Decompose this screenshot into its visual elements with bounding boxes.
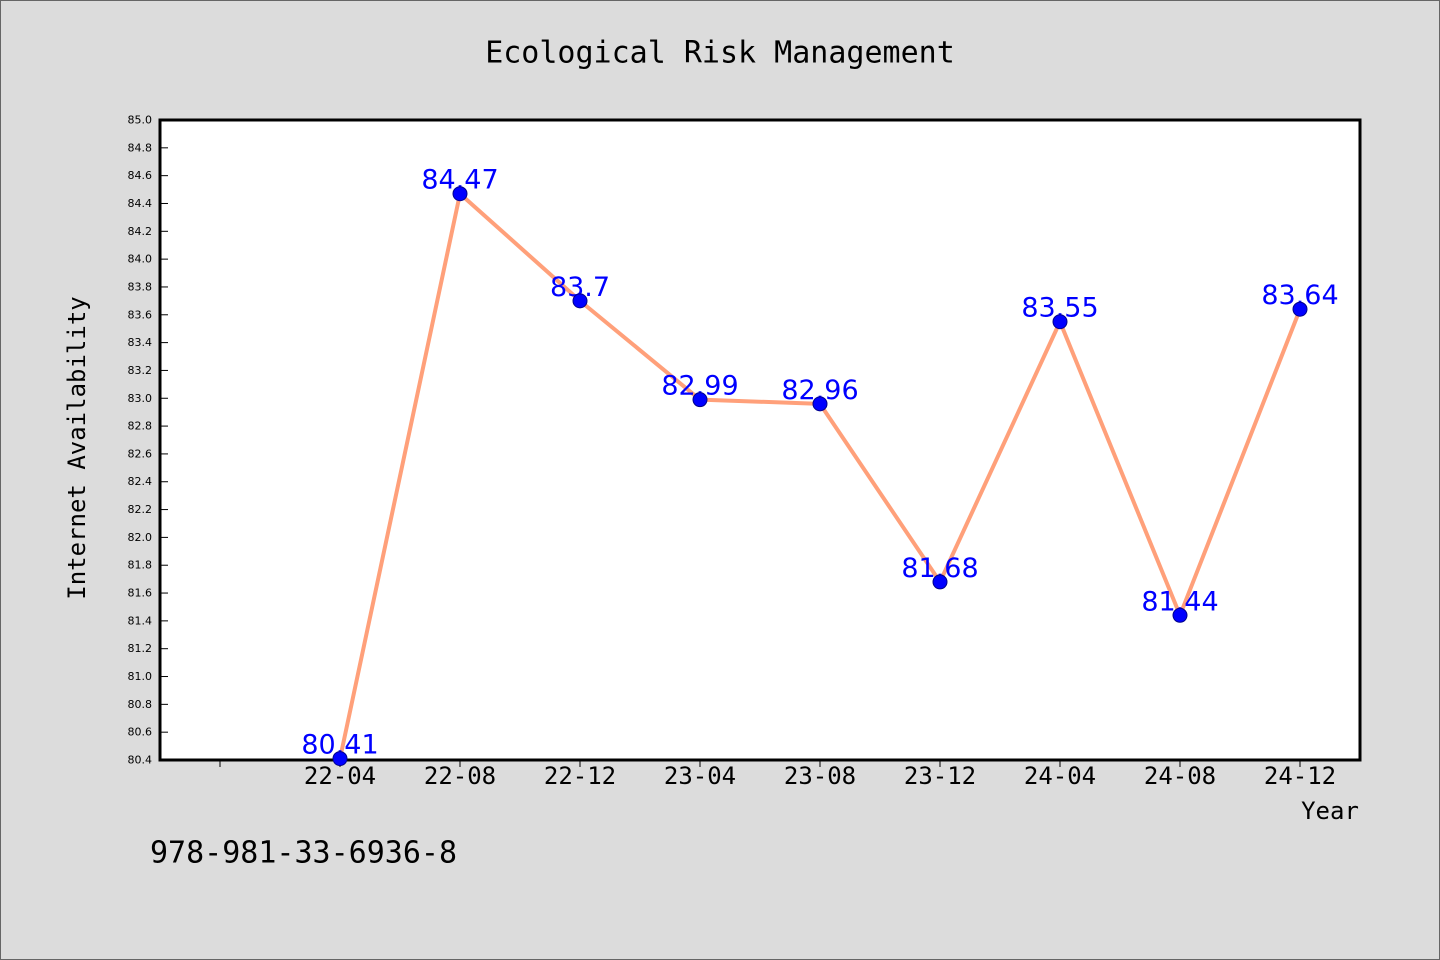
y-tick-label: 82.6 (128, 447, 153, 460)
y-tick-label: 80.6 (128, 726, 153, 739)
data-point-marker (452, 186, 468, 202)
x-tick-label: 23-08 (784, 762, 856, 790)
y-tick-label: 85.0 (128, 114, 153, 127)
data-point-marker (692, 392, 708, 408)
x-tick-label: 23-04 (664, 762, 736, 790)
y-tick-label: 83.4 (128, 336, 153, 349)
data-point-marker (932, 574, 948, 590)
y-tick-label: 83.2 (128, 364, 153, 377)
y-tick-label: 84.4 (128, 197, 153, 210)
data-point-marker (572, 293, 588, 309)
y-axis-label: Internet Availability (63, 296, 91, 599)
y-tick-label: 82.2 (128, 503, 153, 516)
y-tick-label: 83.6 (128, 308, 153, 321)
y-axis: 80.4 80.6 80.8 81.0 81.2 81.4 81.6 81.8 82.0 82.2… (128, 114, 168, 767)
y-tick-label: 82.4 (128, 475, 153, 488)
x-tick-label: 23-12 (904, 762, 976, 790)
footer-code: 978-981-33-6936-8 (150, 836, 457, 871)
x-tick-label: 22-12 (544, 762, 616, 790)
y-tick-label: 81.8 (128, 559, 153, 572)
x-axis: 22-04 22-08 22-12 23-04 23-08 23-12 24-04 24-08… (219, 760, 1336, 790)
y-tick-label: 82.8 (128, 420, 153, 433)
y-tick-label: 81.0 (128, 670, 153, 683)
y-tick-label: 80.4 (128, 754, 153, 767)
data-point-marker (812, 396, 828, 412)
data-point-marker (1292, 301, 1308, 317)
x-tick-label: 22-04 (304, 762, 376, 790)
data-point-marker (1052, 314, 1068, 330)
y-tick-label: 81.4 (128, 614, 153, 627)
chart-title: Ecological Risk Management (485, 36, 955, 71)
plot-frame (158, 118, 1362, 762)
y-tick-label: 83.0 (128, 392, 153, 405)
plot-area (160, 120, 1360, 760)
y-tick-label: 82.0 (128, 531, 153, 544)
y-tick-label: 81.6 (128, 587, 153, 600)
data-point-marker (1172, 607, 1188, 623)
y-tick-label: 83.8 (128, 280, 153, 293)
x-axis-label: Year (1301, 797, 1359, 825)
y-tick-label: 81.2 (128, 642, 153, 655)
y-tick-label: 80.8 (128, 698, 153, 711)
marker-layer (332, 186, 1308, 767)
y-tick-label: 84.0 (128, 253, 153, 266)
data-point-marker (332, 751, 348, 767)
x-tick-label: 24-12 (1264, 762, 1336, 790)
x-tick-label: 22-08 (424, 762, 496, 790)
y-tick-label: 84.6 (128, 169, 153, 182)
y-tick-label: 84.8 (128, 141, 153, 154)
x-tick-label: 24-04 (1024, 762, 1096, 790)
x-tick-label: 24-08 (1144, 762, 1216, 790)
y-tick-label: 84.2 (128, 225, 153, 238)
